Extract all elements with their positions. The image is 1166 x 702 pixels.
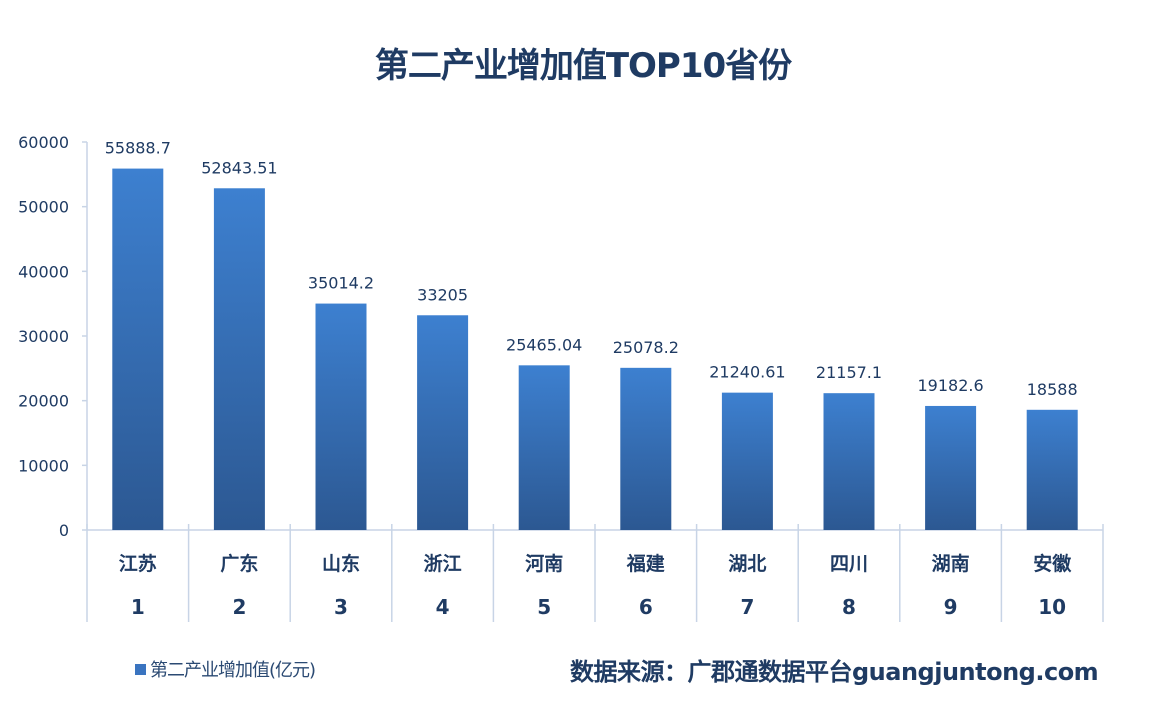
x-rank-label: 6	[639, 595, 653, 619]
data-label: 25465.04	[506, 335, 582, 354]
x-category-label: 浙江	[424, 552, 462, 575]
x-rank-label: 10	[1038, 595, 1066, 619]
x-rank-label: 7	[740, 595, 754, 619]
bar-四川	[823, 393, 875, 530]
y-tick-label: 40000	[18, 262, 69, 281]
y-tick-label: 0	[59, 521, 69, 540]
y-tick-label: 10000	[18, 456, 69, 475]
x-category-label: 江苏	[119, 552, 157, 575]
x-rank-label: 9	[944, 595, 958, 619]
bar-福建	[620, 367, 672, 530]
x-category-label: 福建	[626, 552, 665, 575]
data-label: 21240.61	[709, 363, 785, 382]
x-rank-label: 2	[232, 595, 246, 619]
x-category-label: 广东	[220, 552, 258, 575]
data-source: 数据来源：广郡通数据平台guangjuntong.com	[570, 658, 1099, 686]
x-rank-label: 4	[436, 595, 450, 619]
x-rank-label: 8	[842, 595, 856, 619]
bar-山东	[315, 303, 367, 530]
bar-安徽	[1026, 409, 1078, 530]
x-category-label: 湖北	[728, 553, 766, 575]
y-tick-label: 20000	[18, 392, 69, 411]
x-category-label: 山东	[322, 552, 360, 575]
x-category-label: 河南	[525, 553, 563, 575]
chart-title: 第二产业增加值TOP10省份	[374, 46, 792, 86]
legend: 第二产业增加值(亿元)	[135, 656, 316, 682]
legend-swatch	[135, 663, 146, 675]
x-category-label: 四川	[830, 553, 868, 575]
bar-广东	[213, 188, 265, 531]
y-tick-label: 50000	[18, 198, 69, 217]
y-tick-label: 60000	[18, 133, 69, 152]
data-label: 33205	[417, 285, 468, 304]
x-category-label: 湖南	[932, 553, 970, 575]
data-label: 19182.6	[918, 376, 984, 395]
legend-label: 第二产业增加值(亿元)	[150, 660, 316, 681]
data-label: 25078.2	[613, 338, 679, 357]
bar-湖南	[925, 405, 977, 530]
data-label: 52843.51	[201, 158, 277, 177]
x-rank-label: 1	[131, 595, 145, 619]
data-label: 18588	[1027, 380, 1078, 399]
bar-湖北	[721, 392, 773, 530]
x-category-label: 安徽	[1033, 552, 1072, 575]
x-rank-label: 5	[537, 595, 551, 619]
x-rank-label: 3	[334, 595, 348, 619]
data-label: 21157.1	[816, 363, 882, 382]
bar-浙江	[417, 315, 469, 530]
data-label: 35014.2	[308, 274, 374, 293]
y-tick-label: 30000	[18, 327, 69, 346]
bar-河南	[518, 365, 570, 530]
bar-江苏	[112, 168, 164, 530]
data-label: 55888.7	[105, 139, 171, 158]
